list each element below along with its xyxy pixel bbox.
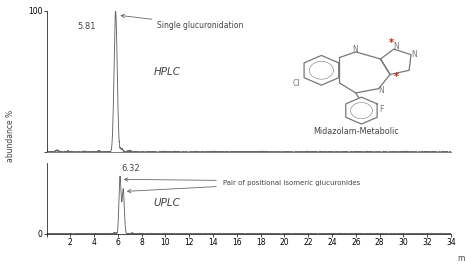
Text: UPLC: UPLC [153, 198, 180, 208]
Text: HPLC: HPLC [153, 67, 180, 76]
Text: min: min [457, 254, 465, 263]
Text: N: N [379, 86, 385, 95]
Text: N: N [352, 45, 358, 54]
Text: *: * [394, 72, 399, 82]
Text: Single glucuronidation: Single glucuronidation [121, 14, 244, 30]
Text: 6.32: 6.32 [122, 164, 140, 173]
Text: abundance %: abundance % [6, 110, 15, 162]
Text: F: F [379, 105, 384, 115]
Text: Midazolam-Metabolic: Midazolam-Metabolic [313, 126, 399, 136]
Text: N: N [411, 50, 417, 59]
Text: Pair of positional isomeric glucuronides: Pair of positional isomeric glucuronides [223, 180, 360, 186]
Text: *: * [388, 38, 393, 48]
Text: 5.81: 5.81 [78, 22, 96, 31]
Text: Cl: Cl [293, 79, 300, 88]
Text: N: N [393, 42, 399, 51]
